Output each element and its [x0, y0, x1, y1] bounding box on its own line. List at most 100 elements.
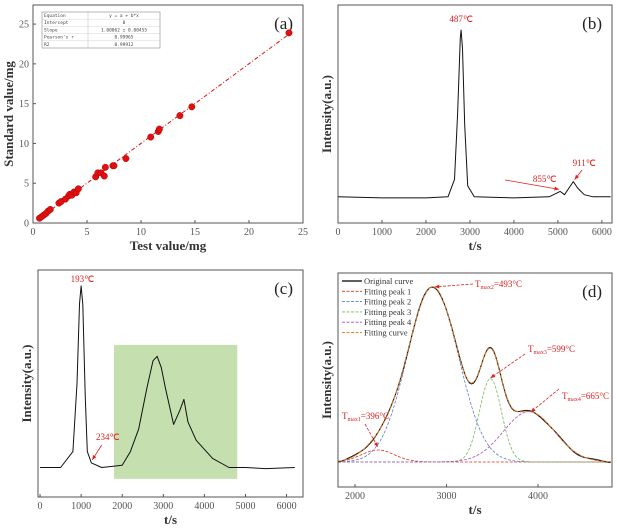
legend-label: Fitting curve	[364, 328, 408, 338]
x-tick-label: 0	[31, 227, 36, 238]
x-tick-label: 2000	[345, 491, 365, 502]
peak-label: Tmax2=493°C	[475, 279, 522, 291]
peak-annotation: 911℃	[573, 158, 596, 168]
fitting-peak-2	[337, 286, 611, 463]
table-value: 0.99965	[115, 35, 134, 41]
panel-b: 0 1000 2000 3000 4000 5000 6000 t/s Intensity(a.…	[319, 4, 613, 253]
arrowhead	[434, 284, 440, 289]
arrowhead	[92, 455, 97, 460]
peak-annotation: 193℃	[71, 274, 95, 284]
arrowhead	[490, 373, 496, 378]
x-tick-label: 3000	[460, 227, 480, 238]
x-tick-label: 6000	[592, 227, 612, 238]
data-point	[155, 125, 163, 133]
legend-label: Fitting peak 2	[364, 297, 411, 307]
x-tick-label: 25	[298, 227, 308, 238]
x-tick-label: 4000	[528, 491, 548, 502]
x-tick-label: 4000	[504, 227, 524, 238]
data-point	[122, 155, 130, 163]
table-value: 0	[123, 20, 126, 26]
y-axis-label: Intensity(a.u.)	[319, 75, 334, 153]
data-point	[188, 103, 196, 111]
x-tick-label: 5	[85, 227, 90, 238]
panel-d: 2000 3000 4000 t/s Intensity(a.u.) (d) Origina…	[319, 272, 613, 517]
peak-annotation: 234℃	[96, 432, 120, 442]
arrowhead	[373, 442, 378, 448]
arrowhead	[554, 186, 560, 191]
table-value: 1.00062 ± 0.00455	[101, 27, 147, 33]
y-tick-label: 25	[19, 20, 29, 31]
table-key: Pearson's r	[44, 35, 74, 41]
data-point	[46, 206, 54, 213]
x-tick-label: 1000	[71, 501, 91, 512]
intensity-curve	[40, 285, 295, 470]
data-point	[285, 29, 293, 37]
x-axis-label: t/s	[469, 238, 482, 253]
annotation-arrow	[434, 283, 474, 288]
y-tick-label: 20	[19, 59, 29, 70]
peak-label: Tmax3=599°C	[528, 344, 575, 356]
panel-label: (d)	[582, 282, 602, 301]
table-key: R2	[44, 42, 50, 48]
x-tick-label: 5000	[235, 501, 255, 512]
fit-line	[37, 31, 293, 221]
fitting-curve	[337, 286, 611, 463]
intensity-curve	[337, 29, 611, 199]
plot-frame	[32, 4, 304, 224]
plot-frame	[337, 4, 613, 224]
plot-frame	[37, 269, 304, 498]
peak-label: Tmax4=665°C	[562, 391, 609, 403]
highlight-region	[114, 344, 238, 479]
x-axis-label: Test value/mg	[130, 238, 207, 253]
x-axis-label: t/s	[164, 512, 177, 527]
x-tick-label: 0	[336, 227, 341, 238]
legend-label: Original curve	[364, 276, 414, 286]
peak-annotation: 855℃	[533, 174, 557, 184]
table-key: Equation	[44, 13, 66, 19]
arrowhead	[574, 174, 579, 180]
y-axis-label: Standard value/mg	[1, 61, 16, 167]
y-tick-label: 5	[24, 179, 29, 190]
data-point	[147, 133, 155, 141]
panel-label: (a)	[274, 14, 293, 33]
data-point	[110, 162, 118, 170]
table-value: y = a + b*x	[109, 13, 139, 19]
peak-label: Tmax1=396°C	[342, 411, 389, 423]
x-tick-label: 3000	[153, 501, 173, 512]
y-tick-label: 15	[19, 99, 29, 110]
legend-label: Fitting peak 3	[364, 307, 411, 317]
fitting-peak-1	[337, 449, 611, 463]
data-point	[100, 172, 108, 180]
panel-a: 0 5 10 15 20 25 0 5 10 15 20 25 Test value/mg Standar…	[1, 4, 308, 253]
y-tick-label: 10	[19, 139, 29, 150]
panel-c: 0 1000 2000 3000 4000 5000 6000 t/s Intensity(a.…	[19, 269, 304, 527]
x-axis-label: t/s	[469, 502, 482, 517]
table-key: Intercept	[44, 20, 69, 26]
x-tick-label: 4000	[194, 501, 214, 512]
legend-label: Fitting peak 1	[364, 286, 411, 296]
table-key: Slope	[44, 27, 58, 33]
data-point	[101, 163, 109, 171]
data-point	[74, 185, 82, 193]
table-value: 0.99912	[115, 42, 134, 48]
annotation-arrow	[530, 388, 560, 413]
fit-table-frame	[41, 11, 161, 49]
peak-annotation: 487℃	[449, 14, 473, 24]
fit-table: Equation y = a + b*x Intercept 0 Slope 1.0006…	[41, 11, 161, 49]
x-tick-label: 10	[136, 227, 146, 238]
annotation-arrow	[490, 353, 526, 379]
x-tick-label: 6000	[277, 501, 297, 512]
x-tick-label: 2000	[112, 501, 132, 512]
annotation-arrow	[504, 179, 560, 190]
x-tick-label: 3000	[437, 491, 457, 502]
data-point	[176, 112, 184, 120]
y-tick-label: 0	[24, 219, 29, 230]
x-tick-label: 2000	[416, 227, 436, 238]
x-tick-label: 20	[244, 227, 254, 238]
legend-label: Fitting peak 4	[364, 317, 412, 327]
x-tick-label: 5000	[548, 227, 568, 238]
y-axis-label: Intensity(a.u.)	[19, 344, 34, 422]
arrowhead	[530, 407, 536, 413]
